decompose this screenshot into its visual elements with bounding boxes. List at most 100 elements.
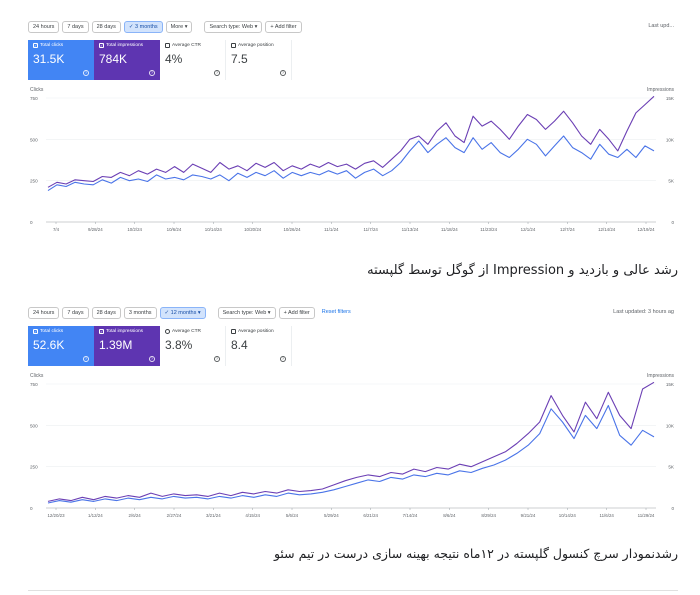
search-type-label: Search type: Web: [222, 310, 267, 316]
right-tick-label: 5K: [668, 465, 675, 470]
last-updated-text: Last upd...: [648, 23, 674, 29]
chevron-down-icon: ▾: [183, 24, 188, 30]
x-tick-label: 10/2/24: [127, 227, 142, 232]
x-tick-label: 9/21/24: [521, 513, 536, 518]
checkbox-checked-icon: ✓: [99, 329, 104, 334]
total-clicks-value: 52.6K: [33, 338, 65, 352]
left-tick-label: 500: [30, 423, 38, 428]
range-7-days-button[interactable]: 7 days: [62, 21, 89, 33]
right-tick-label: 5K: [668, 179, 675, 184]
x-tick-label: 5/29/24: [324, 513, 339, 518]
checkbox-checked-icon: ✓: [33, 43, 38, 48]
average-ctr-value: 3.8%: [165, 338, 193, 352]
x-tick-label: 11/29/24: [638, 513, 655, 518]
performance-line-chart: Clicks Impressions 0 0 250 5K 500 10K 750 15K 7/4 9…: [30, 87, 675, 232]
range-24-hours-button[interactable]: 24 hours: [28, 21, 60, 33]
x-tick-label: 5/6/24: [286, 513, 299, 518]
right-tick-label: 0: [671, 506, 674, 511]
range-28-days-button[interactable]: 28 days: [91, 307, 121, 319]
check-icon: ✓: [128, 24, 136, 30]
range-24-hours-button[interactable]: 24 hours: [28, 307, 60, 319]
total-impressions-card[interactable]: ✓ Total impressions 1.39M ?: [94, 326, 160, 366]
info-icon[interactable]: ?: [149, 70, 155, 76]
x-tick-label: 3/21/24: [206, 513, 221, 518]
impressions-series-line: [47, 381, 655, 502]
x-tick-label: 2/6/24: [129, 513, 142, 518]
chevron-down-icon: ▾: [266, 310, 271, 316]
search-type-dropdown[interactable]: Search type: Web ▾: [217, 307, 276, 319]
info-icon[interactable]: ?: [149, 356, 155, 362]
left-tick-label: 0: [30, 220, 33, 225]
range-28-days-button[interactable]: 28 days: [91, 21, 121, 33]
average-ctr-card[interactable]: Average CTR 4% ?: [160, 40, 226, 80]
checkbox-unchecked-icon: [231, 43, 236, 48]
average-ctr-card[interactable]: Average CTR 3.8% ?: [160, 326, 226, 366]
clicks-series-line: [47, 135, 655, 192]
x-tick-label: 1/12/24: [88, 513, 103, 518]
range-3-months-button[interactable]: 3 months: [123, 307, 157, 319]
x-tick-label: 12/19/24: [637, 227, 655, 232]
total-clicks-card[interactable]: ✓ Total clicks 31.5K ?: [28, 40, 94, 80]
x-tick-label: 10/14/24: [205, 227, 223, 232]
date-range-toolbar: 24 hours 7 days 28 days ✓ 3 months More …: [28, 20, 302, 34]
add-filter-button[interactable]: + Add filter: [278, 307, 315, 319]
info-icon[interactable]: ?: [83, 70, 89, 76]
impressions-series-line: [47, 95, 655, 188]
info-icon[interactable]: ?: [214, 70, 220, 76]
left-axis-title: Clicks: [30, 373, 44, 379]
x-tick-label: 11/23/24: [480, 227, 497, 232]
range-3-months-button[interactable]: ✓ 3 months: [123, 21, 163, 33]
x-tick-label: 10/26/24: [283, 227, 301, 232]
average-ctr-value: 4%: [165, 52, 183, 66]
checkbox-unchecked-icon: [231, 329, 236, 334]
x-tick-label: 12/20/23: [47, 513, 65, 518]
x-tick-label: 10/14/24: [559, 513, 577, 518]
total-clicks-label: Total clicks: [40, 43, 64, 48]
average-position-value: 7.5: [231, 52, 248, 66]
x-tick-label: 12/7/24: [560, 227, 575, 232]
left-tick-label: 500: [30, 137, 38, 142]
x-tick-label: 12/1/24: [521, 227, 536, 232]
total-impressions-label: Total impressions: [106, 43, 144, 48]
total-clicks-label: Total clicks: [40, 329, 64, 334]
radio-unchecked-icon: [165, 329, 170, 334]
metric-cards: ✓ Total clicks 31.5K ? ✓ Total impressions…: [28, 40, 292, 80]
checkbox-checked-icon: ✓: [99, 43, 104, 48]
right-axis-title: Impressions: [647, 87, 674, 93]
search-type-dropdown[interactable]: Search type: Web ▾: [204, 21, 263, 33]
info-icon[interactable]: ?: [214, 356, 220, 362]
x-tick-label: 11/13/24: [402, 227, 419, 232]
last-updated-text: Last updated: 3 hours ag: [613, 309, 674, 315]
x-tick-label: 6/21/24: [363, 513, 378, 518]
info-icon[interactable]: ?: [280, 356, 286, 362]
left-tick-label: 750: [30, 382, 38, 387]
add-filter-button[interactable]: + Add filter: [265, 21, 302, 33]
x-tick-label: 11/1/24: [324, 227, 339, 232]
total-clicks-card[interactable]: ✓ Total clicks 52.6K ?: [28, 326, 94, 366]
check-icon: ✓: [164, 310, 171, 316]
total-impressions-value: 1.39M: [99, 338, 133, 352]
divider: [28, 590, 678, 591]
chart-caption-1: رشد عالی و بازدید و Impression از گوگل ت…: [367, 263, 678, 278]
checkbox-checked-icon: ✓: [33, 329, 38, 334]
search-console-panel-3-months: 24 hours 7 days 28 days ✓ 3 months More …: [28, 14, 678, 244]
left-tick-label: 0: [30, 506, 33, 511]
range-7-days-button[interactable]: 7 days: [62, 307, 89, 319]
average-position-card[interactable]: Average position 7.5 ?: [226, 40, 292, 80]
checkbox-unchecked-icon: [165, 43, 170, 48]
right-tick-label: 15K: [666, 96, 675, 101]
info-icon[interactable]: ?: [83, 356, 89, 362]
average-position-card[interactable]: Average position 8.4 ?: [226, 326, 292, 366]
range-12-months-button[interactable]: ✓ 12 months ▾: [159, 307, 206, 319]
left-tick-label: 750: [30, 96, 38, 101]
x-tick-label: 10/20/24: [244, 227, 262, 232]
range-more-button[interactable]: More ▾: [165, 21, 193, 33]
total-impressions-label: Total impressions: [106, 329, 144, 334]
x-tick-label: 10/6/24: [167, 227, 182, 232]
info-icon[interactable]: ?: [280, 70, 286, 76]
chevron-down-icon: ▾: [196, 310, 201, 316]
chevron-down-icon: ▾: [253, 24, 258, 30]
reset-filters-link[interactable]: Reset filters: [321, 309, 351, 315]
total-impressions-value: 784K: [99, 52, 128, 66]
total-impressions-card[interactable]: ✓ Total impressions 784K ?: [94, 40, 160, 80]
